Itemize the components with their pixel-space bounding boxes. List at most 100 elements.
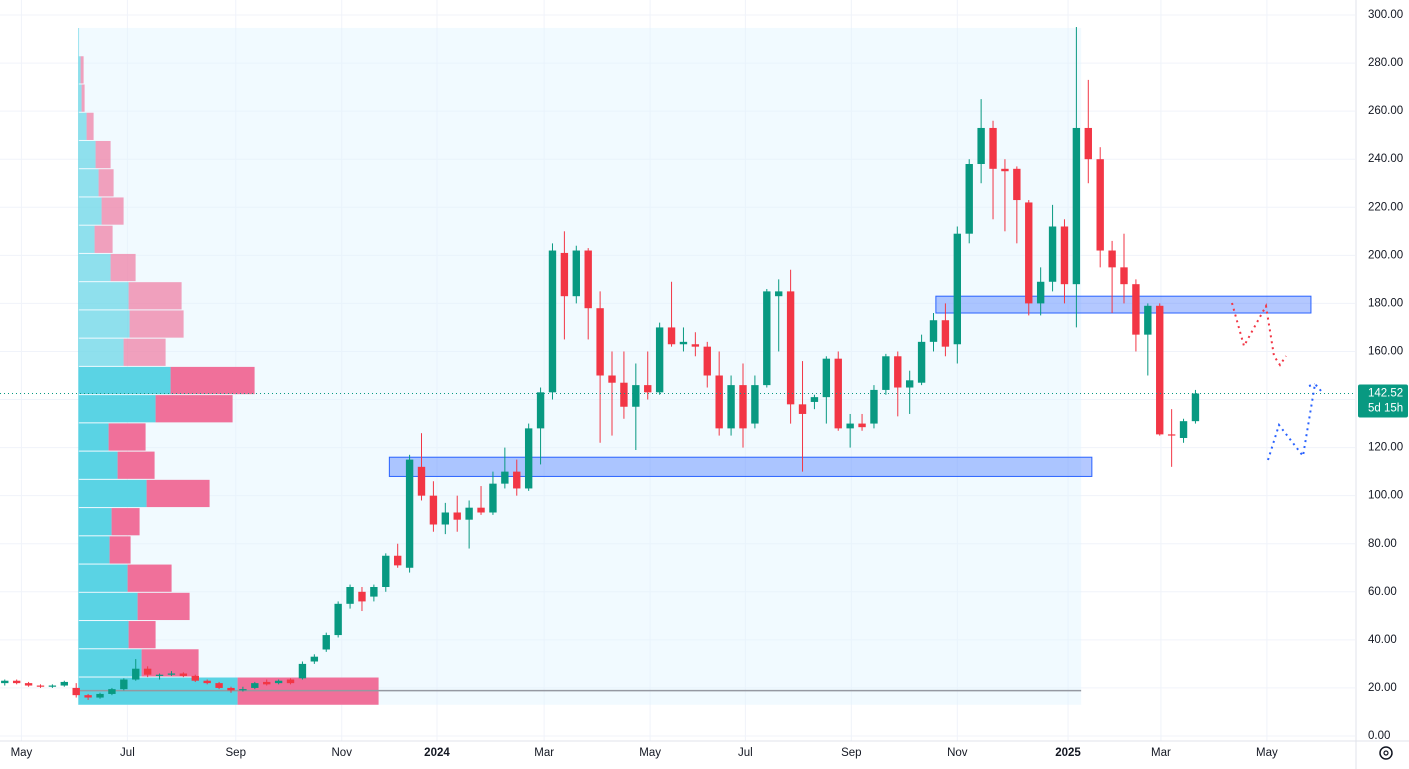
candle-body (548, 250, 557, 393)
volume-profile-down (81, 84, 85, 112)
candle-body (894, 356, 902, 388)
support-resistance-zone (935, 295, 1312, 314)
y-tick-label: 60.00 (1368, 586, 1397, 598)
candle-body (1001, 168, 1009, 172)
x-tick-label: Nov (332, 747, 353, 759)
candle-body (263, 681, 271, 685)
candle-body (1120, 267, 1128, 285)
candle-body (12, 680, 21, 684)
projection-arrow-up (1267, 381, 1323, 461)
value-area-background (78, 27, 1082, 705)
volume-profile-up (78, 253, 111, 282)
y-tick-label: 80.00 (1368, 538, 1397, 550)
y-tick-label: 40.00 (1368, 634, 1397, 646)
candle-body (274, 680, 283, 684)
candle-body (667, 327, 676, 345)
volume-profile-up (78, 169, 99, 197)
candle-body (798, 404, 807, 414)
candle-body (929, 320, 938, 342)
volume-profile-up (78, 310, 130, 338)
candle-body (822, 358, 831, 398)
x-tick-label: Mar (534, 747, 554, 759)
volume-profile-up (78, 112, 87, 140)
candle-body (870, 389, 878, 424)
volume-profile-up (78, 366, 171, 395)
candle-body (1, 680, 9, 684)
volume-profile-up (78, 84, 82, 112)
candle-body (1132, 284, 1140, 335)
volume-profile-up (78, 649, 142, 677)
candle-body (286, 679, 295, 684)
candle-body (405, 459, 414, 568)
candle-body (655, 327, 664, 393)
candle-body (370, 586, 378, 597)
candle-body (120, 679, 128, 690)
volume-profile-down (95, 140, 111, 169)
support-resistance-zone (388, 456, 1093, 477)
candle-body (36, 685, 45, 687)
candle-body (536, 392, 545, 429)
candle-body (715, 375, 723, 429)
volume-profile-up (78, 592, 138, 621)
candle-body (346, 586, 354, 604)
candle-body (1179, 421, 1188, 438)
volume-profile-down (110, 253, 136, 282)
candle-body (429, 495, 438, 525)
candle-body (751, 385, 759, 424)
volume-profile-down (123, 338, 166, 366)
y-tick-label: 300.00 (1368, 9, 1403, 21)
candle-body (310, 656, 319, 662)
x-tick-label: May (639, 747, 661, 759)
candle-body (691, 344, 700, 347)
candle-body (393, 555, 402, 566)
candle-body (298, 663, 307, 679)
candle-body (477, 507, 485, 513)
volume-profile-up (78, 536, 110, 564)
candle-body (608, 375, 616, 383)
plot-area (0, 0, 1355, 741)
candle-body (203, 680, 211, 684)
volume-profile-down (80, 56, 84, 84)
candle-body (858, 423, 866, 428)
candle-body (644, 385, 652, 393)
candle-body (72, 687, 80, 696)
x-tick-label: 2024 (424, 747, 450, 759)
candle-body (143, 668, 152, 675)
volume-profile-up (78, 621, 129, 649)
countdown-label: 5d 15h (1368, 403, 1403, 415)
settings-icon[interactable] (1379, 746, 1393, 760)
candle-body (513, 471, 521, 489)
candle-body (1036, 281, 1045, 304)
candle-body (1072, 127, 1081, 285)
volume-profile-down (155, 395, 233, 423)
volume-profile-up (78, 508, 112, 536)
candle-body (1156, 305, 1164, 435)
candle-body (905, 380, 914, 388)
candle-body (632, 385, 640, 407)
volume-profile-up (78, 451, 118, 479)
candle-body (572, 250, 580, 297)
candle-body (1084, 127, 1092, 160)
volume-profile-down (109, 536, 131, 564)
candle-body (560, 252, 569, 297)
x-tick-label: Sep (841, 747, 861, 759)
volume-profile-down (111, 508, 140, 536)
candle-body (227, 687, 235, 691)
candle-body (882, 356, 890, 390)
y-tick-label: 240.00 (1368, 153, 1403, 165)
candle-body (239, 689, 247, 691)
last-price-badge (1358, 384, 1408, 418)
candle-body (989, 127, 997, 169)
volume-profile-down (146, 479, 210, 508)
candle-body (679, 341, 688, 345)
candle-body (703, 346, 711, 376)
volume-profile-down (86, 112, 94, 140)
candle-body (322, 635, 330, 650)
y-tick-label: 0.00 (1368, 730, 1390, 742)
candle-body (96, 693, 104, 698)
x-tick-label: May (1256, 747, 1278, 759)
candle-body (1096, 159, 1104, 251)
y-tick-label: 280.00 (1368, 57, 1403, 69)
candle-body (501, 471, 509, 484)
